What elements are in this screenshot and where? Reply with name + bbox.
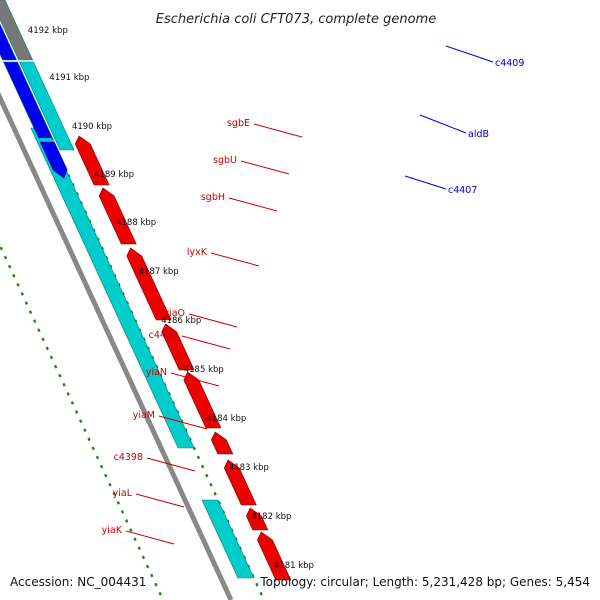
kbp-tick-label: 4191 kbp xyxy=(49,73,89,83)
cds-reverse-0 xyxy=(74,135,110,186)
kbp-tick-label: 4186 kbp xyxy=(161,316,201,326)
inner-tick-ring xyxy=(0,242,165,600)
gene-leader-aldB xyxy=(419,114,467,134)
gene-label-sgbE[interactable]: sgbE xyxy=(227,118,250,129)
gene-label-yiaN[interactable]: yiaN xyxy=(146,367,167,378)
gene-label-lyxK[interactable]: lyxK xyxy=(187,247,208,258)
kbp-tick-label: 4182 kbp xyxy=(251,512,291,522)
cds-reverse-5 xyxy=(211,431,234,455)
gene-label-yiaO[interactable]: yiaO xyxy=(163,308,185,319)
cds-reverse-7 xyxy=(246,507,269,531)
outer-tick-ring xyxy=(0,23,266,600)
gene-leader-yiaO xyxy=(188,313,238,328)
gene-leader-lyxK xyxy=(210,252,260,267)
cds-forward-c4407 xyxy=(39,141,68,179)
gene-leader-yiaM xyxy=(158,415,208,430)
cds-reverse-8 xyxy=(257,531,292,581)
cog-band-lower xyxy=(201,499,255,579)
kbp-tick-label: 4188 kbp xyxy=(116,218,156,228)
gene-leader-yiaL xyxy=(135,493,185,508)
gene-label-c4398[interactable]: c4398 xyxy=(114,452,143,463)
gene-label-aldB[interactable]: aldB xyxy=(468,129,489,140)
cog-band-c4409 xyxy=(0,0,34,61)
cds-reverse-4 xyxy=(183,371,222,429)
kbp-tick-label: 4184 kbp xyxy=(206,414,246,424)
gene-label-yiaK[interactable]: yiaK xyxy=(102,525,123,536)
kbp-tick-label: 4183 kbp xyxy=(229,463,269,473)
kbp-tick-label: 4189 kbp xyxy=(94,170,134,180)
cds-reverse-6 xyxy=(223,459,257,506)
kbp-tick-label: 4187 kbp xyxy=(139,267,179,277)
accession-label: Accession: NC_004431 xyxy=(10,575,146,589)
cds-reverse-3 xyxy=(161,323,195,371)
gene-leader-sgbU xyxy=(240,160,290,175)
gene-leader-yiaK xyxy=(125,530,175,545)
cds-reverse-1 xyxy=(98,187,137,245)
gene-label-yiaM[interactable]: yiaM xyxy=(133,410,155,421)
gene-label-sgbH[interactable]: sgbH xyxy=(201,192,225,203)
topology-label: Topology: circular; Length: 5,231,428 bp… xyxy=(259,575,590,589)
cds-forward-aldB xyxy=(3,61,53,139)
gene-leader-c4401 xyxy=(181,335,231,350)
gene-label-c4401[interactable]: c4401 xyxy=(149,330,178,341)
kbp-tick-label: 4181 kbp xyxy=(274,561,314,571)
gene-leader-sgbE xyxy=(253,123,303,138)
cog-band-aldB xyxy=(19,61,75,151)
cds-reverse-2 xyxy=(126,247,172,321)
kbp-tick-label: 4185 kbp xyxy=(184,365,224,375)
kbp-tick-label: 4190 kbp xyxy=(72,122,112,132)
gene-leader-sgbH xyxy=(228,197,278,212)
gene-label-c4407[interactable]: c4407 xyxy=(448,185,477,196)
gene-leader-c4407 xyxy=(404,175,447,190)
gene-label-sgbU[interactable]: sgbU xyxy=(213,155,237,166)
gene-leader-yiaN xyxy=(170,372,220,387)
backbone-line xyxy=(0,91,234,600)
gene-leader-c4398 xyxy=(146,457,196,472)
cds-forward-c4409 xyxy=(0,23,18,61)
map-title: Escherichia coli CFT073, complete genome xyxy=(156,12,436,27)
gene-label-c4409[interactable]: c4409 xyxy=(495,58,524,69)
gene-label-yiaL[interactable]: yiaL xyxy=(113,488,133,499)
gene-leader-c4409 xyxy=(445,45,494,63)
kbp-tick-label: 4192 kbp xyxy=(28,26,68,36)
